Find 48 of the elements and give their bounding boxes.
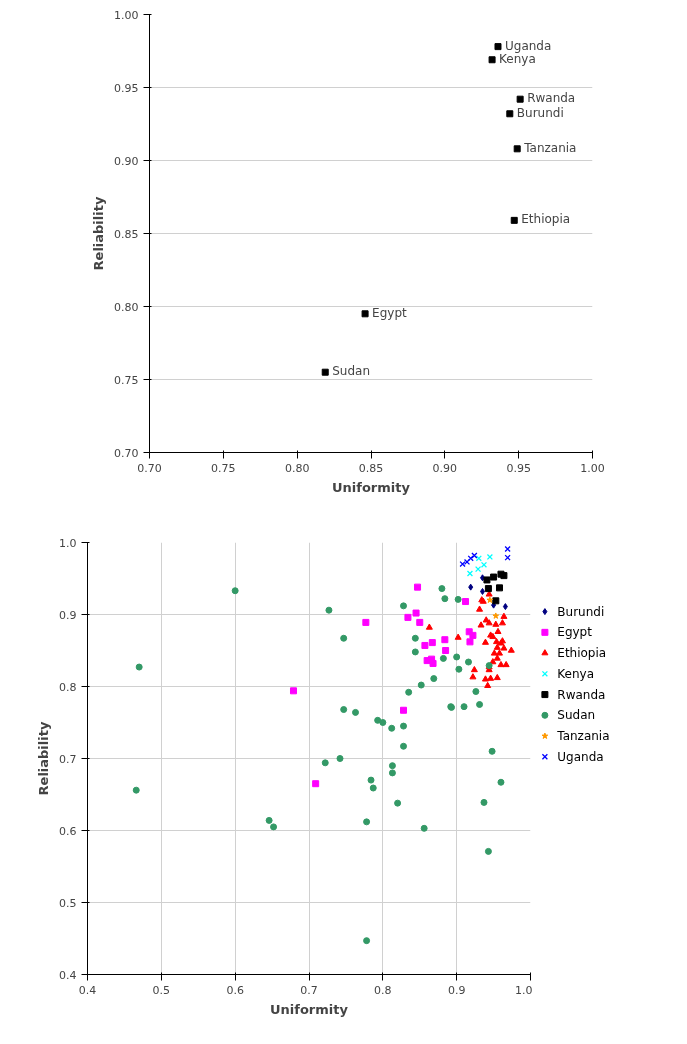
y-tick-label: 0.90 [114,154,139,168]
y-tick-label: 0.7 [59,752,77,766]
y-tick-label: 0.85 [114,227,139,241]
x-tick-label: 0.95 [506,461,531,475]
x-tick-label: 0.80 [284,461,310,475]
x-tick-label: 0.4 [78,983,97,997]
x-axis-title: Uniformity [332,479,411,495]
x-tick-label: 0.7 [300,983,318,997]
y-tick-label: 0.5 [59,896,77,910]
y-tick-label: 1.00 [114,8,139,22]
annotation: Tanzania [523,140,577,155]
y-tick-label: 0.8 [59,680,77,694]
x-axis-title: Uniformity [270,1001,349,1017]
annotation: Rwanda [527,91,576,106]
legend-label: Ethiopia [557,646,607,661]
y-tick-label: 0.75 [114,373,139,387]
legend-label: Uganda [557,749,604,764]
y-tick-label: 0.95 [114,81,139,95]
y-tick-label: 1.0 [59,536,77,550]
legend-label: Tanzania [556,729,610,744]
annotation: Egypt [372,305,408,320]
legend-label: Sudan [557,708,596,723]
annotation: Ethiopia [521,212,571,227]
legend-label: Kenya [557,666,595,681]
x-tick-label: 0.8 [374,983,392,997]
x-tick-label: 0.90 [432,461,458,475]
x-tick-label: 0.5 [152,983,171,997]
x-tick-label: 1.00 [580,461,605,475]
y-axis-title: Reliability [36,721,52,796]
x-tick-label: 0.85 [358,461,384,475]
legend-label: Egypt [557,625,593,640]
x-tick-label: 0.75 [211,461,236,475]
y-tick-label: 0.9 [59,608,77,622]
y-tick-label: 0.80 [114,300,139,314]
y-tick-label: 0.4 [59,968,77,982]
annotation: Uganda [504,38,552,53]
legend-label: Rwanda [557,687,606,702]
x-tick-label: 0.9 [447,983,466,997]
legend-label: Burundi [557,604,605,619]
y-tick-label: 0.6 [59,824,77,838]
annotation: Sudan [332,364,371,379]
y-tick-label: 0.70 [114,446,139,460]
x-tick-label: 1.0 [515,983,533,997]
y-axis-title: Reliability [91,196,107,271]
x-tick-label: 0.6 [226,983,244,997]
x-tick-label: 0.70 [137,461,162,475]
annotation: Kenya [499,51,536,66]
annotation: Burundi [516,105,564,120]
